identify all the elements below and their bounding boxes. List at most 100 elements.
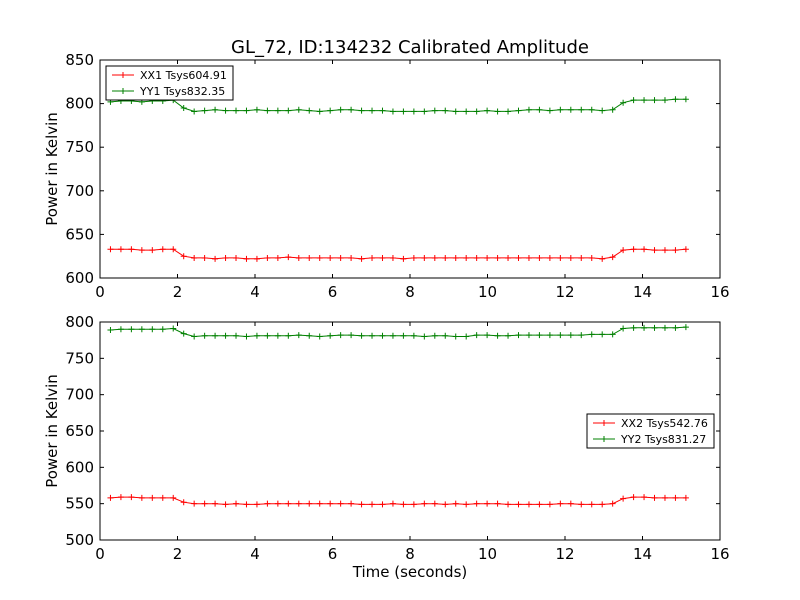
data-point: [337, 500, 344, 507]
data-point: [609, 331, 616, 338]
data-point: [630, 494, 637, 501]
data-point: [578, 501, 585, 508]
x-tick-label: 0: [95, 545, 105, 563]
data-point: [222, 332, 229, 339]
data-point: [431, 332, 438, 339]
data-point: [515, 254, 522, 261]
data-point: [327, 254, 334, 261]
data-point: [316, 108, 323, 115]
data-point: [567, 254, 574, 261]
legend: XX1 Tsys604.91 YY1 Tsys832.35: [105, 65, 234, 101]
data-point: [410, 501, 417, 508]
data-point: [588, 331, 595, 338]
data-point: [191, 254, 198, 261]
legend-label: XX2 Tsys542.76: [621, 417, 708, 430]
data-point: [243, 501, 250, 508]
data-point: [410, 108, 417, 115]
data-point: [400, 501, 407, 508]
data-point: [661, 97, 668, 104]
x-tick-label: 10: [478, 283, 497, 301]
data-point: [473, 254, 480, 261]
data-point: [274, 254, 281, 261]
data-point: [191, 333, 198, 340]
data-point: [546, 254, 553, 261]
data-point: [620, 495, 627, 502]
data-point: [295, 500, 302, 507]
legend-label: XX1 Tsys604.91: [140, 69, 227, 82]
data-point: [170, 494, 177, 501]
data-point: [578, 106, 585, 113]
data-point: [233, 254, 240, 261]
y-tick-label: 800: [65, 313, 94, 331]
data-point: [682, 494, 689, 501]
data-point: [484, 500, 491, 507]
data-point: [180, 330, 187, 337]
y-tick-label: 750: [65, 138, 94, 156]
data-point: [473, 500, 480, 507]
data-point: [295, 106, 302, 113]
data-point: [452, 333, 459, 340]
legend-label: YY1 Tsys832.35: [139, 85, 225, 98]
data-point: [389, 108, 396, 115]
data-point: [128, 494, 135, 501]
data-point: [306, 107, 313, 114]
y-tick-label: 650: [65, 422, 94, 440]
data-point: [651, 494, 658, 501]
legend-box: [586, 413, 715, 449]
data-point: [661, 494, 668, 501]
data-point: [212, 106, 219, 113]
data-point: [473, 332, 480, 339]
x-tick-label: 2: [173, 283, 183, 301]
data-point: [379, 107, 386, 114]
data-point: [295, 332, 302, 339]
data-point: [149, 494, 156, 501]
data-point: [431, 500, 438, 507]
data-point: [348, 106, 355, 113]
data-point: [201, 254, 208, 261]
data-point: [253, 255, 260, 262]
data-point: [369, 501, 376, 508]
data-point: [369, 332, 376, 339]
data-point: [117, 246, 124, 253]
data-point: [222, 254, 229, 261]
y-tick-label: 700: [65, 386, 94, 404]
legend-box: [105, 65, 234, 101]
x-tick-label: 12: [555, 545, 574, 563]
data-point: [348, 500, 355, 507]
data-point: [442, 107, 449, 114]
x-tick-label: 12: [555, 283, 574, 301]
x-tick-label: 10: [478, 545, 497, 563]
data-point: [661, 324, 668, 331]
data-point: [463, 333, 470, 340]
data-point: [630, 246, 637, 253]
x-tick-label: 0: [95, 283, 105, 301]
data-point: [484, 107, 491, 114]
data-point: [515, 332, 522, 339]
data-point: [159, 246, 166, 253]
data-point: [599, 331, 606, 338]
data-point: [138, 494, 145, 501]
data-point: [128, 326, 135, 333]
data-point: [400, 332, 407, 339]
data-point: [651, 97, 658, 104]
data-point: [253, 332, 260, 339]
data-point: [421, 500, 428, 507]
data-point: [107, 246, 114, 253]
data-point: [651, 247, 658, 254]
data-point: [348, 254, 355, 261]
data-point: [358, 255, 365, 262]
data-point: [630, 324, 637, 331]
data-point: [107, 326, 114, 333]
data-point: [546, 501, 553, 508]
data-point: [494, 500, 501, 507]
data-point: [264, 254, 271, 261]
y-axis-label: Power in Kelvin: [43, 374, 61, 488]
data-point: [316, 254, 323, 261]
data-point: [620, 99, 627, 106]
data-point: [274, 500, 281, 507]
data-point: [337, 254, 344, 261]
data-point: [327, 500, 334, 507]
x-tick-label: 8: [405, 545, 415, 563]
data-point: [348, 332, 355, 339]
data-point: [306, 332, 313, 339]
